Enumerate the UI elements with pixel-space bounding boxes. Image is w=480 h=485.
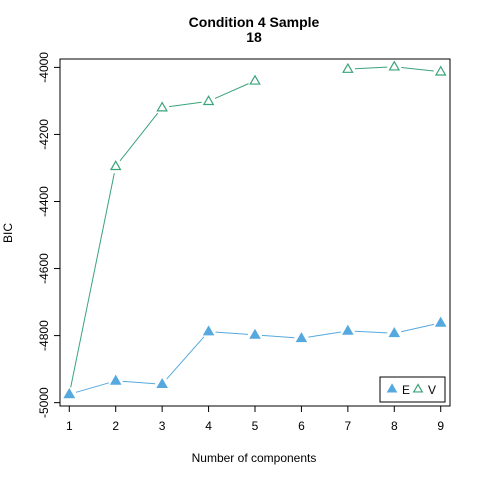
- chart-title-line-1: Condition 4 Sample: [189, 14, 320, 30]
- series-layer: [63, 60, 447, 399]
- series-e-point: [434, 316, 447, 327]
- y-tick-label: -5000: [37, 387, 51, 418]
- series-e-segment: [401, 323, 434, 333]
- x-tick-label: 8: [391, 419, 398, 433]
- series-e-point: [109, 374, 122, 385]
- series-e-point: [388, 327, 401, 338]
- series-e-segment: [308, 331, 342, 338]
- chart-title-line-2: 18: [246, 29, 262, 45]
- series-v-segment: [354, 66, 388, 70]
- series-e-segment: [354, 330, 388, 334]
- legend-e-marker: [386, 383, 398, 393]
- y-tick-label: -4800: [37, 320, 51, 351]
- series-v-segment: [119, 112, 159, 162]
- series-v-point: [388, 60, 401, 71]
- x-tick-label: 1: [66, 419, 73, 433]
- x-tick-label: 3: [159, 419, 166, 433]
- series-e-point: [156, 378, 168, 389]
- series-e-point: [342, 324, 354, 335]
- legend-v-marker: [412, 383, 424, 393]
- series-v-segment: [169, 101, 202, 108]
- x-tick-label: 4: [205, 419, 212, 433]
- x-tick-label: 5: [252, 419, 259, 433]
- y-tick-label: -4400: [37, 186, 51, 217]
- series-v-segment: [70, 173, 115, 388]
- series-e-segment: [166, 336, 205, 380]
- y-axis-label: BIC: [1, 223, 15, 243]
- legend-v-label: V: [428, 383, 436, 397]
- series-v-point: [156, 101, 168, 112]
- series-e-point: [202, 325, 215, 336]
- series-e-point: [295, 332, 308, 343]
- series-v-point: [202, 95, 215, 106]
- y-tick-label: -4600: [37, 253, 51, 284]
- series-e-point: [249, 328, 261, 339]
- series-v-segment: [214, 83, 249, 99]
- series-v-point: [342, 62, 354, 73]
- series-e-segment: [261, 334, 295, 339]
- series-v-point: [434, 65, 447, 76]
- series-e-point: [63, 388, 76, 399]
- series-e-segment: [122, 380, 156, 385]
- series-v-point: [109, 160, 122, 171]
- x-tick-label: 9: [437, 419, 444, 433]
- series-e-segment: [75, 382, 110, 393]
- y-tick-label: -4200: [37, 119, 51, 150]
- series-v-segment: [401, 66, 434, 72]
- series-v-point: [249, 74, 261, 85]
- series-e-segment: [215, 331, 249, 335]
- legend-e-label: E: [402, 383, 410, 397]
- x-tick-label: 7: [345, 419, 352, 433]
- x-axis-label: Number of components: [192, 451, 317, 465]
- x-tick-label: 2: [112, 419, 119, 433]
- y-axis: -5000 -4800 -4600 -4400 -4200 -4000: [37, 52, 60, 418]
- x-tick-label: 6: [298, 419, 305, 433]
- x-axis: 1 2 3 4 5 6 7 8 9: [66, 406, 444, 433]
- y-tick-label: -4000: [37, 52, 51, 83]
- plot-frame: [59, 58, 451, 407]
